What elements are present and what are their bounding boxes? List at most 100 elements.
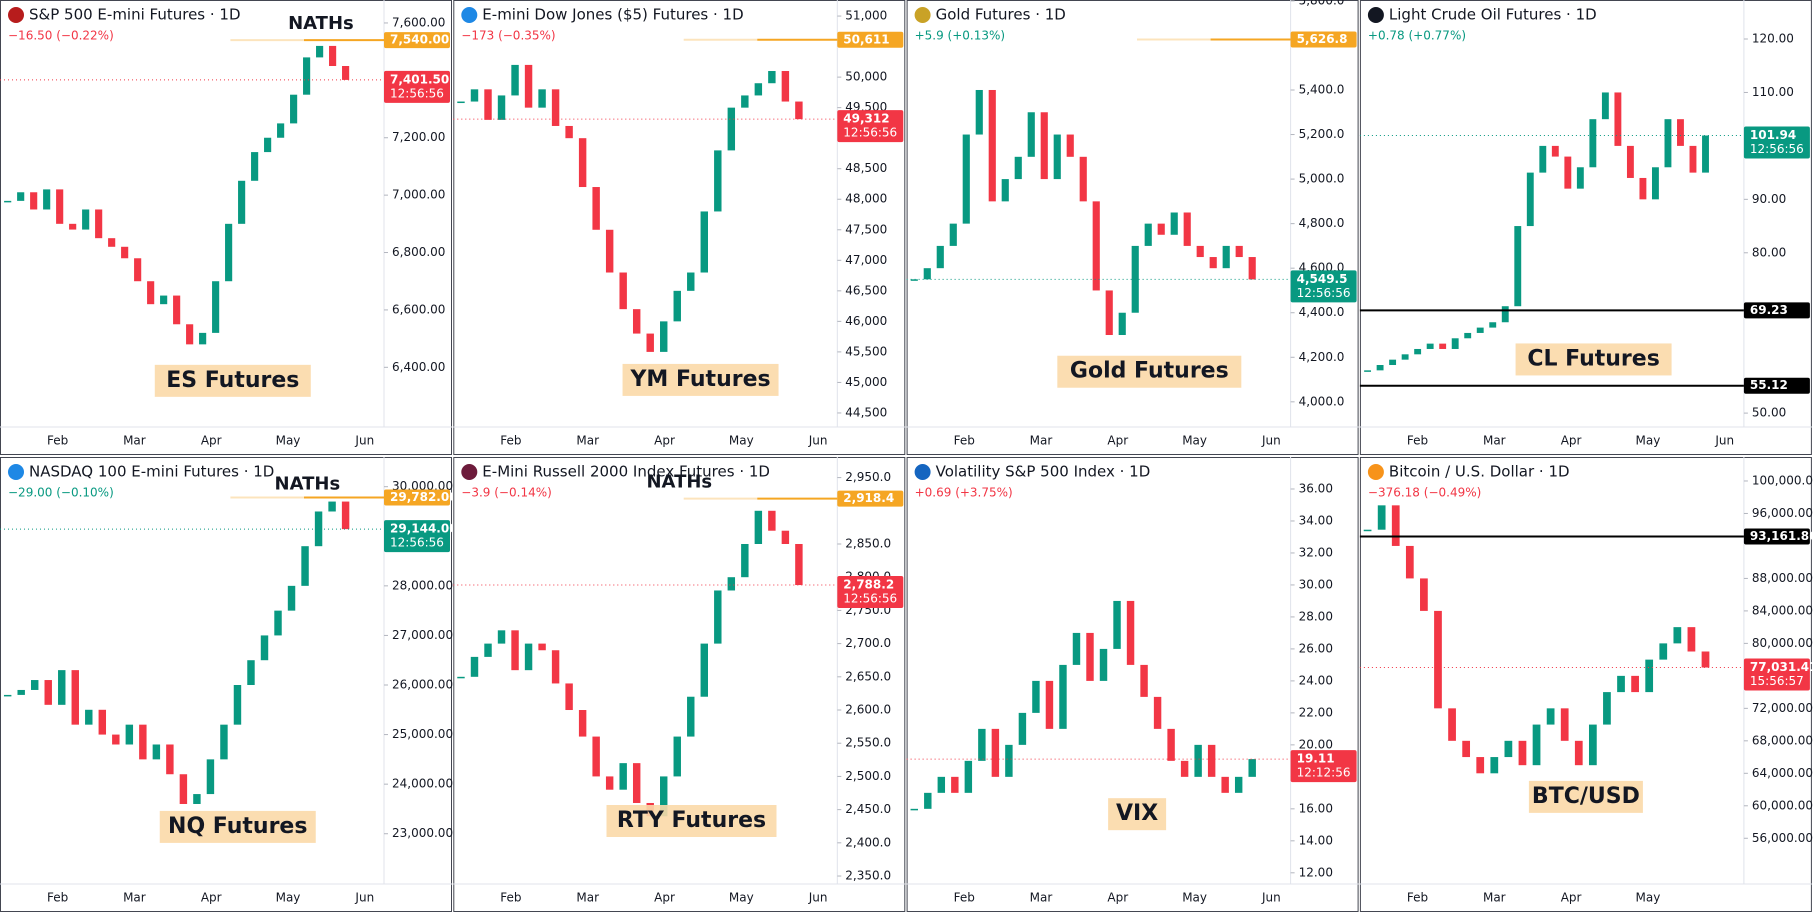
- y-tick-label: 2,650.0: [845, 669, 891, 683]
- candle: [975, 89, 983, 135]
- candle: [1514, 226, 1522, 307]
- price-tag: [1290, 270, 1357, 303]
- candle: [538, 643, 546, 651]
- candle: [1066, 134, 1074, 157]
- level-tag-label: 55.12: [1750, 378, 1788, 392]
- x-tick-label: Jun: [1261, 434, 1281, 448]
- symbol-icon: [461, 464, 478, 480]
- candle: [58, 670, 66, 705]
- y-tick-label: 27,000.00: [392, 628, 453, 642]
- candle: [1183, 212, 1191, 246]
- x-tick-label: Jun: [808, 434, 828, 448]
- price-change: −376.18 (−0.49%): [1368, 486, 1481, 500]
- level-tag: [1743, 302, 1810, 319]
- candle: [329, 45, 337, 67]
- annotation: Gold Futures: [1070, 359, 1229, 384]
- y-tick-label: 30.00: [1299, 577, 1333, 591]
- candle: [511, 630, 519, 671]
- annotation: ES Futures: [166, 368, 299, 393]
- candle: [316, 45, 324, 58]
- candle: [233, 685, 242, 725]
- candle: [277, 123, 285, 138]
- x-tick-label: Apr: [654, 891, 675, 905]
- candle: [247, 660, 255, 686]
- price-tag: [384, 520, 450, 553]
- chart-panel: 30,000.0028,000.0027,000.0026,000.0025,0…: [0, 457, 458, 912]
- price-tag-label: 2,788.2: [843, 578, 894, 592]
- price-tag-time: 12:56:56: [1297, 286, 1351, 300]
- y-tick-label: 6,600.00: [392, 302, 445, 316]
- candle: [1539, 145, 1547, 173]
- annotation: VIX: [1116, 801, 1158, 826]
- candle: [632, 763, 641, 803]
- chart-title: Light Crude Oil Futures · 1D: [1389, 6, 1597, 24]
- price-change: −3.9 (−0.14%): [461, 486, 552, 500]
- y-tick-label: 7,600.00: [392, 15, 445, 29]
- price-tag-time: 12:56:56: [843, 126, 897, 140]
- candle: [30, 680, 39, 690]
- y-tick-label: 2,500.0: [845, 769, 891, 783]
- chart-title: Gold Futures · 1D: [936, 6, 1066, 24]
- y-tick-label: 24,000.00: [392, 777, 453, 791]
- x-tick-label: Mar: [1030, 434, 1053, 448]
- level-tag: [1290, 31, 1357, 48]
- candle: [484, 643, 492, 657]
- candle: [936, 245, 944, 269]
- candle: [578, 710, 587, 737]
- candle: [1490, 757, 1499, 774]
- candle: [962, 134, 970, 224]
- candle: [1014, 156, 1022, 180]
- candle: [85, 709, 93, 725]
- candle: [301, 546, 309, 586]
- candle: [781, 71, 790, 102]
- candle: [1664, 119, 1672, 168]
- y-tick-label: 5,000.0: [1299, 172, 1345, 186]
- level-tag: [837, 31, 904, 48]
- y-tick-label: 48,000: [845, 192, 887, 206]
- x-tick-label: Jun: [1714, 434, 1734, 448]
- candle: [1105, 290, 1113, 336]
- candle: [274, 610, 282, 636]
- y-tick-label: 36.00: [1299, 481, 1333, 495]
- price-tag: [837, 576, 904, 609]
- price-tag-time: 12:56:56: [390, 86, 444, 100]
- x-tick-label: Apr: [1107, 891, 1128, 905]
- chart-panel: 120.00 110.00 90.00 80.00 50.00 Feb Mar Apr May J…: [1359, 0, 1812, 455]
- y-tick-label: 2,550.0: [845, 736, 891, 750]
- candle: [484, 89, 492, 120]
- candle: [1645, 659, 1654, 693]
- annotation: NATHs: [275, 473, 341, 494]
- candle: [714, 150, 722, 212]
- candle: [511, 64, 519, 96]
- candle: [82, 209, 90, 230]
- candle: [673, 290, 681, 322]
- candle: [795, 543, 803, 586]
- candle: [551, 650, 560, 684]
- candle: [1140, 664, 1148, 697]
- level-tag: [1743, 528, 1810, 545]
- price-tag: [837, 110, 904, 143]
- x-tick-label: Mar: [576, 434, 599, 448]
- annotation-box: [159, 810, 316, 843]
- candle: [1180, 760, 1189, 777]
- y-tick-label: 6,400.00: [392, 360, 445, 374]
- candle: [768, 510, 776, 531]
- candle: [1673, 627, 1682, 644]
- price-tag-time: 12:56:56: [390, 536, 444, 550]
- candle: [781, 530, 790, 544]
- title-backdrop: [910, 459, 1211, 503]
- y-tick-label: 4,400.0: [1299, 305, 1345, 319]
- candle: [1401, 354, 1409, 360]
- candle: [1376, 365, 1384, 371]
- candle: [1045, 680, 1054, 729]
- x-tick-label: Apr: [654, 434, 675, 448]
- x-tick-label: Mar: [123, 891, 146, 905]
- candle: [43, 189, 51, 210]
- panel-frame: [1359, 0, 1812, 455]
- candle: [1639, 177, 1647, 200]
- candle: [44, 680, 52, 705]
- candle: [3, 694, 12, 697]
- y-tick-label: 100,000.00: [1752, 473, 1813, 487]
- candle: [1157, 223, 1165, 235]
